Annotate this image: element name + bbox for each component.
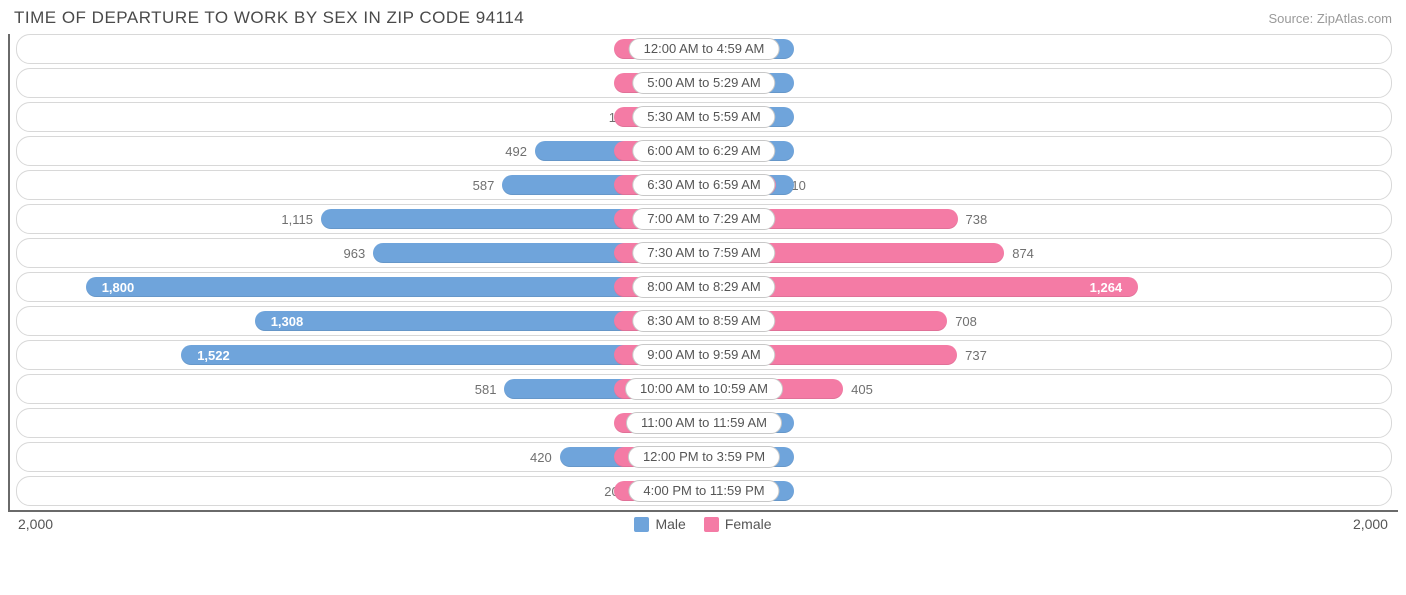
- legend-label-male: Male: [655, 516, 685, 532]
- female-value: 405: [843, 382, 881, 397]
- legend-item-female: Female: [704, 516, 772, 532]
- bar-row: 963 874 7:30 AM to 7:59 AM: [16, 238, 1392, 268]
- category-pill: 6:00 AM to 6:29 AM: [632, 140, 775, 162]
- axis-max-left: 2,000: [18, 516, 53, 532]
- bar-row: 1171012:00 AM to 4:59 AM: [16, 34, 1392, 64]
- category-pill: 11:00 AM to 11:59 AM: [626, 412, 782, 434]
- male-half: 141: [17, 409, 704, 437]
- male-half: 420: [17, 443, 704, 471]
- male-value: 420: [522, 450, 560, 465]
- male-value: 1,522: [189, 348, 238, 363]
- chart-source: Source: ZipAtlas.com: [1268, 11, 1392, 26]
- legend: Male Female: [634, 516, 771, 532]
- legend-item-male: Male: [634, 516, 685, 532]
- category-pill: 5:00 AM to 5:29 AM: [632, 72, 775, 94]
- female-half: 173: [704, 443, 1391, 471]
- category-pill: 10:00 AM to 10:59 AM: [625, 378, 783, 400]
- category-pill: 12:00 AM to 4:59 AM: [629, 38, 780, 60]
- bar-row: 2041124:00 PM to 11:59 PM: [16, 476, 1392, 506]
- bar-row: 1,522 737 9:00 AM to 9:59 AM: [16, 340, 1392, 370]
- male-value: 1,308: [263, 314, 312, 329]
- female-value: 874: [1004, 246, 1042, 261]
- female-half: 112: [704, 477, 1391, 505]
- male-half: 581: [17, 375, 704, 403]
- category-pill: 9:00 AM to 9:59 AM: [632, 344, 775, 366]
- female-half: 874: [704, 239, 1391, 267]
- male-value: 587: [465, 178, 503, 193]
- legend-swatch-female: [704, 517, 719, 532]
- chart-header: TIME OF DEPARTURE TO WORK BY SEX IN ZIP …: [8, 8, 1398, 28]
- male-value: 963: [336, 246, 374, 261]
- category-pill: 12:00 PM to 3:59 PM: [628, 446, 780, 468]
- bar-row: 1,308 708 8:30 AM to 8:59 AM: [16, 306, 1392, 336]
- male-value: 492: [497, 144, 535, 159]
- chart-body: 1171012:00 AM to 4:59 AM 113495:00 AM to …: [8, 34, 1398, 512]
- female-half: 738: [704, 205, 1391, 233]
- category-pill: 6:30 AM to 6:59 AM: [632, 174, 775, 196]
- male-half: 113: [17, 69, 704, 97]
- male-half: 1,115: [17, 205, 704, 233]
- female-half: 10: [704, 35, 1391, 63]
- bar-row: 420 17312:00 PM to 3:59 PM: [16, 442, 1392, 472]
- female-half: 77: [704, 409, 1391, 437]
- male-half: 117: [17, 35, 704, 63]
- chart-footer: 2,000 Male Female 2,000: [8, 512, 1398, 532]
- category-pill: 7:00 AM to 7:29 AM: [632, 208, 775, 230]
- bar-row: 587 2106:30 AM to 6:59 AM: [16, 170, 1392, 200]
- category-pill: 7:30 AM to 7:59 AM: [632, 242, 775, 264]
- male-half: 963: [17, 239, 704, 267]
- category-pill: 4:00 PM to 11:59 PM: [628, 480, 779, 502]
- bar-row: 581 405 10:00 AM to 10:59 AM: [16, 374, 1392, 404]
- female-value: 737: [957, 348, 995, 363]
- female-half: 708: [704, 307, 1391, 335]
- male-half: 492: [17, 137, 704, 165]
- female-value: 1,264: [1082, 280, 1131, 295]
- bar-row: 492 1046:00 AM to 6:29 AM: [16, 136, 1392, 166]
- male-half: 1,522: [17, 341, 704, 369]
- female-half: 151: [704, 103, 1391, 131]
- bar-row: 113495:00 AM to 5:29 AM: [16, 68, 1392, 98]
- female-half: 210: [704, 171, 1391, 199]
- bar-row: 1911515:30 AM to 5:59 AM: [16, 102, 1392, 132]
- female-half: 737: [704, 341, 1391, 369]
- female-half: 49: [704, 69, 1391, 97]
- category-pill: 8:00 AM to 8:29 AM: [632, 276, 775, 298]
- male-value: 1,115: [273, 212, 321, 227]
- legend-label-female: Female: [725, 516, 772, 532]
- female-half: 405: [704, 375, 1391, 403]
- axis-max-right: 2,000: [1353, 516, 1388, 532]
- female-half: 104: [704, 137, 1391, 165]
- legend-swatch-male: [634, 517, 649, 532]
- female-value: 708: [947, 314, 985, 329]
- bar-row: 1,115 738 7:00 AM to 7:29 AM: [16, 204, 1392, 234]
- male-value: 1,800: [94, 280, 143, 295]
- male-value: 581: [467, 382, 505, 397]
- bar-row: 1417711:00 AM to 11:59 AM: [16, 408, 1392, 438]
- male-half: 587: [17, 171, 704, 199]
- bar-row: 1,800 1,264 8:00 AM to 8:29 AM: [16, 272, 1392, 302]
- male-half: 191: [17, 103, 704, 131]
- female-half: 1,264: [704, 273, 1391, 301]
- category-pill: 8:30 AM to 8:59 AM: [632, 310, 775, 332]
- category-pill: 5:30 AM to 5:59 AM: [632, 106, 775, 128]
- female-value: 738: [958, 212, 996, 227]
- male-half: 1,800: [17, 273, 704, 301]
- male-half: 1,308: [17, 307, 704, 335]
- male-half: 204: [17, 477, 704, 505]
- chart-title: TIME OF DEPARTURE TO WORK BY SEX IN ZIP …: [14, 8, 524, 28]
